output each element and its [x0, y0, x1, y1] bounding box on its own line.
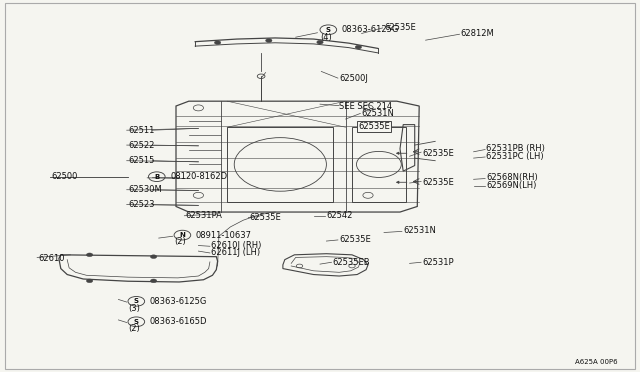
Text: 62610J (RH): 62610J (RH)	[211, 241, 262, 250]
Bar	[227, 127, 333, 202]
Text: 08363-6125G: 08363-6125G	[342, 25, 399, 34]
Text: 62531PB (RH): 62531PB (RH)	[486, 144, 545, 153]
Text: 62611J (LH): 62611J (LH)	[211, 248, 260, 257]
Text: 62542: 62542	[326, 211, 353, 220]
Text: 62500: 62500	[51, 172, 77, 181]
Text: (3): (3)	[128, 304, 140, 312]
Text: 62522: 62522	[128, 141, 154, 150]
Text: 62531N: 62531N	[403, 226, 436, 235]
Text: 62568N(RH): 62568N(RH)	[486, 173, 538, 182]
Text: SEE SEC.214: SEE SEC.214	[339, 102, 392, 110]
Text: 62535E: 62535E	[358, 122, 390, 131]
Text: 62511: 62511	[128, 126, 154, 135]
Text: 08911-10637: 08911-10637	[196, 231, 252, 240]
Text: 62500J: 62500J	[339, 74, 368, 83]
Text: 08363-6165D: 08363-6165D	[150, 317, 207, 326]
Circle shape	[86, 253, 93, 257]
Text: 62535E: 62535E	[250, 213, 282, 222]
Circle shape	[150, 279, 157, 283]
Text: 62535E: 62535E	[384, 23, 416, 32]
Text: 08120-8162D: 08120-8162D	[170, 172, 227, 181]
Text: 62523: 62523	[128, 200, 154, 209]
Circle shape	[150, 255, 157, 259]
Text: S: S	[134, 319, 139, 325]
Circle shape	[355, 45, 362, 49]
Text: (2): (2)	[128, 324, 140, 333]
Text: S: S	[326, 27, 331, 33]
Text: (4): (4)	[320, 33, 332, 42]
Circle shape	[317, 40, 323, 44]
Text: 62531N: 62531N	[362, 109, 394, 118]
Text: 62535E: 62535E	[339, 235, 371, 244]
Text: 62610: 62610	[38, 254, 65, 263]
Bar	[352, 127, 406, 202]
Text: 62531PC (LH): 62531PC (LH)	[486, 152, 544, 161]
Circle shape	[86, 279, 93, 283]
Text: 62530M: 62530M	[128, 185, 162, 194]
Text: N: N	[179, 232, 186, 238]
Text: A625A 00P6: A625A 00P6	[575, 359, 618, 365]
Text: 62535EB: 62535EB	[333, 258, 371, 267]
Text: 62531P: 62531P	[422, 258, 454, 267]
Text: 62535E: 62535E	[422, 178, 454, 187]
Text: 62515: 62515	[128, 156, 154, 165]
Text: B: B	[154, 174, 159, 180]
Text: 62531PA: 62531PA	[186, 211, 223, 220]
Text: 62535E: 62535E	[422, 149, 454, 158]
Circle shape	[214, 41, 221, 45]
Text: 62812M: 62812M	[461, 29, 495, 38]
Text: (2): (2)	[174, 237, 186, 246]
Text: 62569N(LH): 62569N(LH)	[486, 181, 537, 190]
Circle shape	[266, 39, 272, 42]
Text: 08363-6125G: 08363-6125G	[150, 297, 207, 306]
Text: S: S	[134, 298, 139, 304]
